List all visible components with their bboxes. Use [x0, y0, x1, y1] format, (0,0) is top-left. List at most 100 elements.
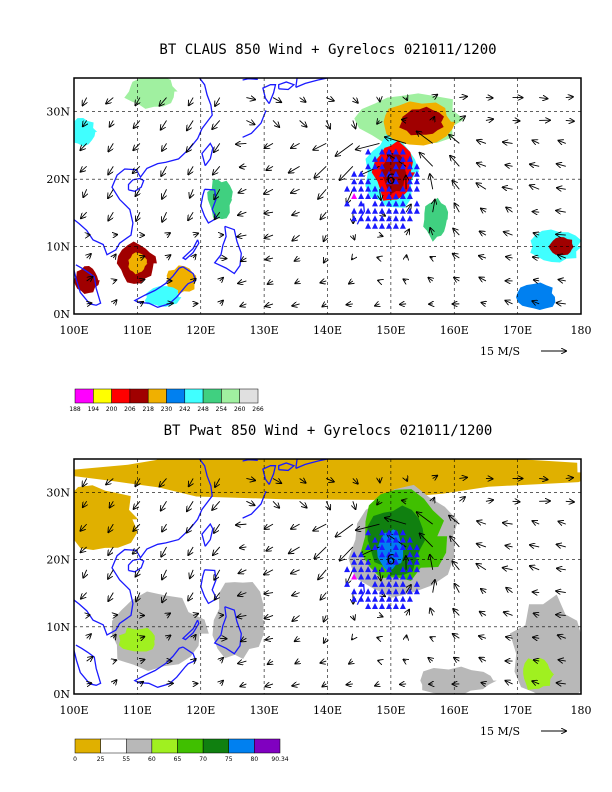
gyre-marker [406, 595, 413, 602]
wind-vector [215, 592, 221, 600]
wind-vector [295, 638, 300, 641]
gyre-marker [406, 573, 413, 580]
gyre-marker [399, 222, 406, 229]
coastline [356, 583, 365, 605]
gyre-marker [358, 170, 365, 177]
gyre-marker [372, 222, 378, 229]
wind-vector [318, 188, 327, 199]
wind-vector [291, 570, 300, 574]
colorbar-swatch [100, 738, 127, 754]
gyre-marker [406, 551, 413, 558]
wind-vector [450, 156, 460, 167]
wind-vector [220, 301, 223, 304]
wind-vector [299, 98, 306, 102]
wind-vector [314, 546, 327, 558]
gyre-marker [365, 588, 372, 595]
colorbar-label: 242 [179, 406, 191, 413]
gyre-marker [379, 170, 385, 177]
wind-vector [324, 234, 327, 241]
wind-vector [485, 119, 493, 120]
x-tick-label: 110E [123, 324, 152, 337]
x-tick-label: 100E [59, 324, 88, 337]
wind-vector [479, 278, 487, 281]
gyre-marker [386, 222, 392, 229]
y-tick-label: 0N [53, 688, 70, 701]
gyre-marker [392, 155, 399, 162]
gyre-marker [365, 566, 372, 573]
gyre-marker [413, 544, 420, 550]
wind-vector [188, 211, 194, 220]
gyre-marker [406, 155, 413, 162]
wind-vector [556, 615, 566, 616]
gyre-marker [392, 148, 399, 155]
gyre-marker [386, 215, 392, 222]
wind-vector [558, 635, 566, 638]
gyre-marker [365, 163, 372, 170]
wind-vector [512, 501, 520, 502]
gyre-marker [392, 573, 399, 580]
gyre-marker [358, 200, 365, 207]
gyre-marker [413, 558, 420, 565]
wind-vector [557, 544, 566, 547]
gyre-marker [399, 588, 406, 595]
wind-vector [162, 569, 167, 580]
colorbar-swatch [239, 388, 259, 404]
wind-vector [272, 120, 279, 127]
gyre-marker [372, 200, 378, 207]
gyre-marker [392, 215, 399, 222]
wind-vector [503, 523, 513, 524]
wind-vector [162, 211, 167, 222]
wind-vector [506, 588, 513, 593]
wind-vector [238, 212, 247, 215]
colorbar-label: 0 [73, 756, 77, 763]
colorbar-label: 70 [199, 756, 207, 763]
wind-vector [506, 637, 513, 638]
wind-vector [428, 278, 432, 281]
wind-vector [477, 564, 487, 571]
wind-vector [239, 570, 247, 574]
gyre-marker [413, 178, 420, 185]
wind-vector [459, 497, 465, 501]
shaded-region [516, 282, 556, 310]
wind-vector [83, 97, 87, 106]
gyre-marker [399, 163, 406, 170]
wind-vector [212, 120, 221, 129]
gyre-marker [386, 588, 392, 595]
wind-vector [241, 638, 246, 641]
colorbar-swatch [111, 388, 131, 404]
wind-vector [506, 165, 513, 166]
wind-vector [136, 212, 140, 221]
gyre-marker [406, 588, 413, 595]
gyre-marker [344, 200, 351, 207]
gyre-marker [372, 207, 378, 214]
gyre-marker [406, 558, 413, 565]
wind-vector [162, 143, 167, 150]
wind-vector [430, 174, 433, 190]
gyre-marker [386, 193, 392, 199]
wind-vector [314, 166, 327, 177]
wind-vector [506, 546, 513, 547]
wind-vector [533, 592, 540, 593]
wind-vector [295, 281, 299, 283]
wind-vector [503, 568, 513, 570]
shaded-region [399, 106, 444, 136]
gyre-marker [413, 207, 420, 214]
gyre-marker [392, 178, 399, 185]
coastline [127, 177, 145, 192]
gyre-marker [413, 551, 420, 558]
wind-vector [313, 143, 327, 149]
panel2-colorbar: 0 25 55 60 65 70 75 80 90.34 [73, 738, 289, 763]
wind-vector [533, 257, 540, 258]
wind-vector [406, 230, 409, 236]
gyre-marker [358, 588, 365, 595]
wind-vector [402, 120, 406, 121]
wind-vector [167, 613, 170, 615]
wind-vector [349, 281, 353, 284]
gyre-marker [406, 185, 413, 192]
wind-vector [556, 234, 566, 235]
wind-vector [292, 234, 300, 241]
wind-vector [449, 135, 460, 144]
wind-vector [324, 258, 326, 262]
wind-vector [291, 523, 300, 529]
